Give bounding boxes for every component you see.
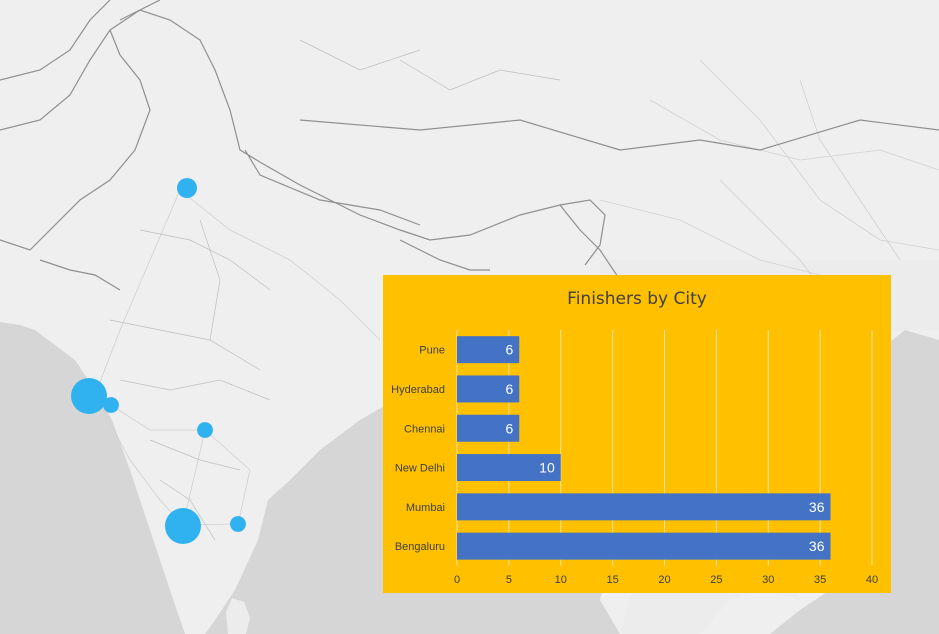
bubble-pune[interactable] <box>103 397 119 413</box>
bubble-new-delhi[interactable] <box>177 178 197 198</box>
category-label: Hyderabad <box>391 384 445 396</box>
category-label: Mumbai <box>406 502 445 514</box>
data-label: 6 <box>505 420 513 436</box>
bar-new-delhi[interactable] <box>457 454 561 482</box>
data-label: 36 <box>809 499 825 515</box>
bar-mumbai[interactable] <box>457 493 831 521</box>
state-borders <box>109 39 561 541</box>
gridlines <box>456 330 873 566</box>
country-borders <box>0 0 939 301</box>
x-tick-label: 30 <box>762 574 774 586</box>
bar-chennai[interactable] <box>457 414 520 442</box>
x-tick-label: 5 <box>506 574 512 586</box>
bubble-hyderabad[interactable] <box>197 422 213 438</box>
data-label: 10 <box>539 460 555 476</box>
sri-lanka <box>226 598 250 634</box>
bar-pune[interactable] <box>457 336 520 364</box>
category-label: Chennai <box>404 423 445 435</box>
category-label: Pune <box>419 345 445 357</box>
category-labels: Pune Hyderabad Chennai New Delhi Mumbai Benga… <box>391 345 445 554</box>
bar-hyderabad[interactable] <box>457 375 520 403</box>
bubble-bengaluru[interactable] <box>165 508 201 544</box>
bubble-chennai[interactable] <box>230 516 246 532</box>
x-tick-label: 35 <box>814 574 826 586</box>
city-bubbles <box>71 178 246 544</box>
category-label: Bengaluru <box>395 541 445 553</box>
x-tick-labels: 0 5 10 15 20 25 30 35 40 <box>454 574 878 586</box>
bar-chart: Finishers by City 6 6 6 10 36 36 Pune Hyderaba… <box>383 275 891 593</box>
bar-bengaluru[interactable] <box>457 532 831 560</box>
x-tick-label: 20 <box>658 574 670 586</box>
category-label: New Delhi <box>395 463 445 475</box>
data-label: 36 <box>809 538 825 554</box>
x-tick-label: 25 <box>710 574 722 586</box>
data-label: 6 <box>505 342 513 358</box>
chart-title: Finishers by City <box>567 289 707 309</box>
x-tick-label: 15 <box>607 574 619 586</box>
chart-panel[interactable]: Finishers by City 6 6 6 10 36 36 Pune Hyderaba… <box>383 275 891 593</box>
x-tick-label: 40 <box>866 574 878 586</box>
bubble-mumbai[interactable] <box>71 378 107 414</box>
x-tick-label: 10 <box>555 574 567 586</box>
x-tick-label: 0 <box>454 574 460 586</box>
data-label: 6 <box>505 381 513 397</box>
bars: 6 6 6 10 36 36 <box>457 336 831 560</box>
